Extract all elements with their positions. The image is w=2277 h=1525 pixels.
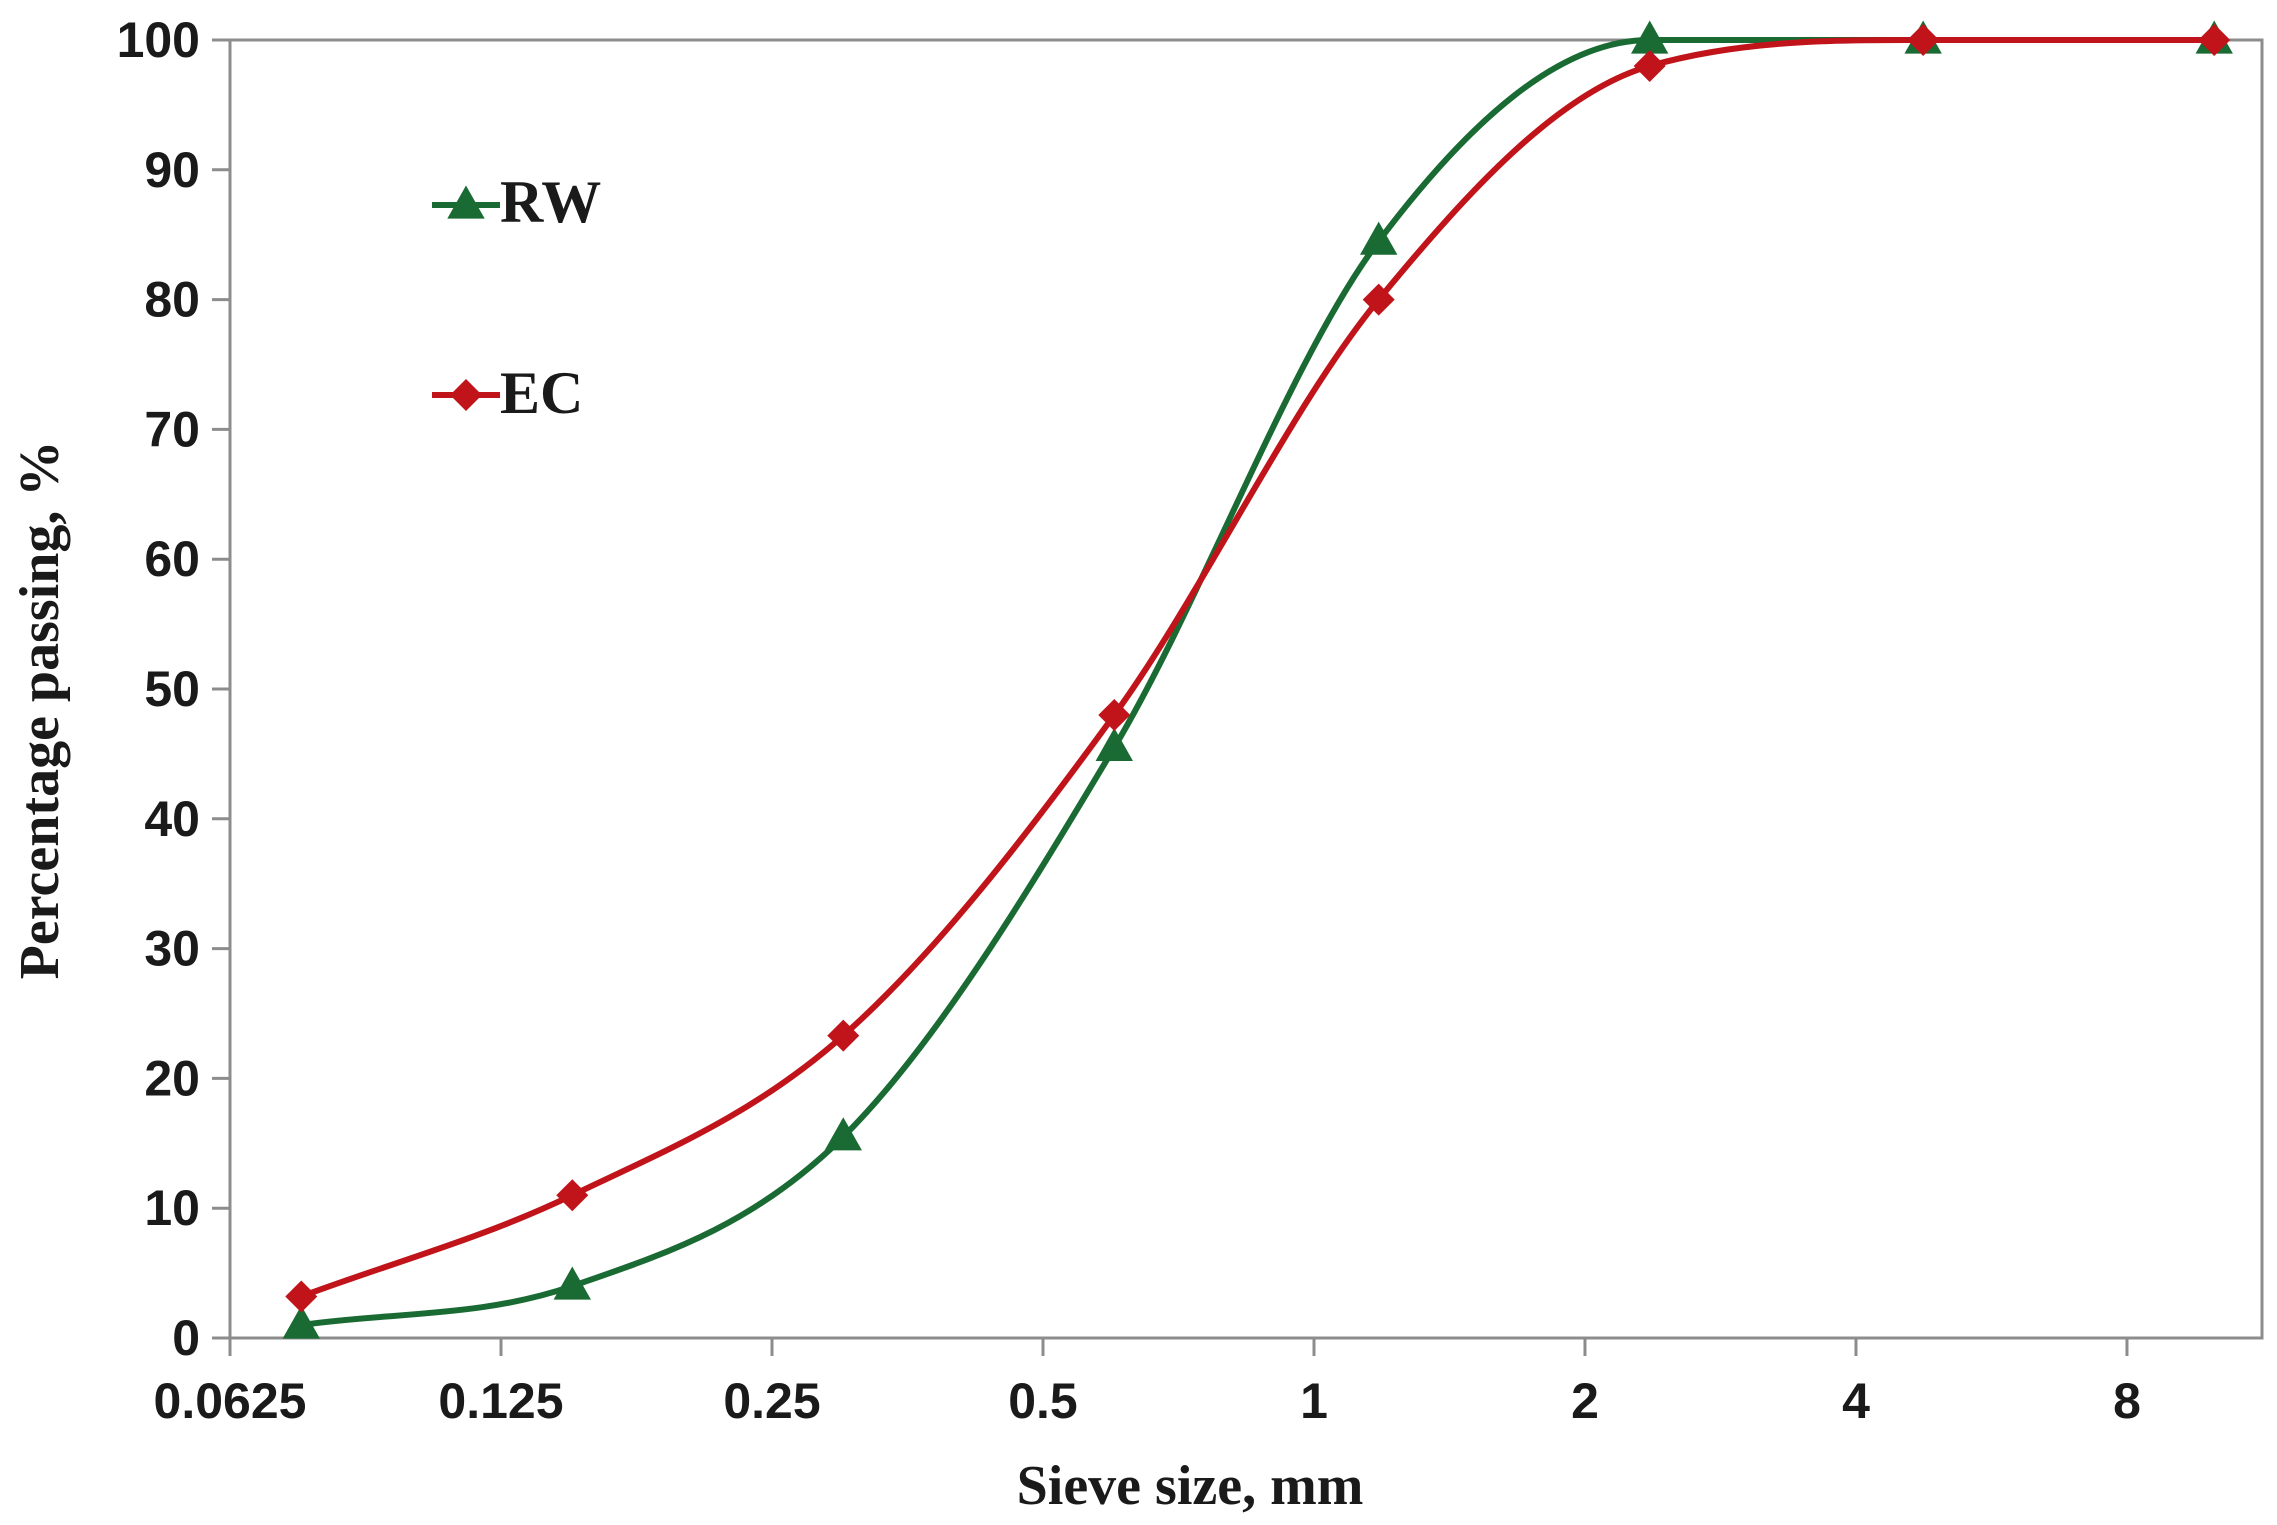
x-tick-label: 4 [1842,1373,1870,1429]
data-point-ec [1098,698,1131,731]
x-tick-label: 1 [1300,1373,1328,1429]
y-tick-label: 90 [144,142,200,198]
data-point-ec [1362,283,1395,316]
data-point-rw [1630,20,1669,54]
y-tick-label: 30 [144,921,200,977]
legend-label-ec: EC [500,360,583,426]
data-point-ec [1633,49,1666,82]
y-tick-label: 20 [144,1050,200,1106]
data-point-ec [827,1019,860,1052]
x-tick-label: 8 [2113,1373,2141,1429]
series-group [282,20,2233,1339]
data-point-rw [282,1305,320,1339]
legend-marker-ec [450,379,482,411]
x-tick-label: 0.5 [1008,1373,1078,1429]
legend-marker-rw [447,185,485,219]
data-point-rw [824,1117,862,1151]
series-line-ec [298,36,2218,1300]
data-point-ec [285,1280,318,1313]
x-axis-title: Sieve size, mm [1017,1455,1364,1517]
y-tick-label: 100 [117,12,200,68]
y-tick-label: 80 [144,272,200,328]
y-tick-label: 10 [144,1180,200,1236]
y-tick-label: 60 [144,531,200,587]
x-tick-label: 0.25 [723,1373,820,1429]
y-tick-label: 0 [172,1310,200,1366]
y-tick-label: 70 [144,401,200,457]
x-tick-label: 0.0625 [154,1373,307,1429]
data-point-ec [2198,24,2231,56]
data-point-rw [1095,727,1133,762]
legend-label-rw: RW [500,169,601,235]
y-axis-title: Percentage passing, % [9,441,71,980]
data-point-ec [556,1179,589,1212]
data-point-rw [553,1266,591,1300]
data-point-ec [1907,24,1940,56]
y-tick-label: 40 [144,791,200,847]
x-tick-label: 2 [1571,1373,1599,1429]
x-tick-label: 0.125 [438,1373,563,1429]
y-tick-label: 50 [144,661,200,717]
axes-group: 0 10 20 30 40 50 60 70 80 90 100 0.0625 0.125 0.25 0.5… [117,12,2264,1429]
legend: RW EC [432,169,601,426]
data-point-rw [1359,221,1398,255]
